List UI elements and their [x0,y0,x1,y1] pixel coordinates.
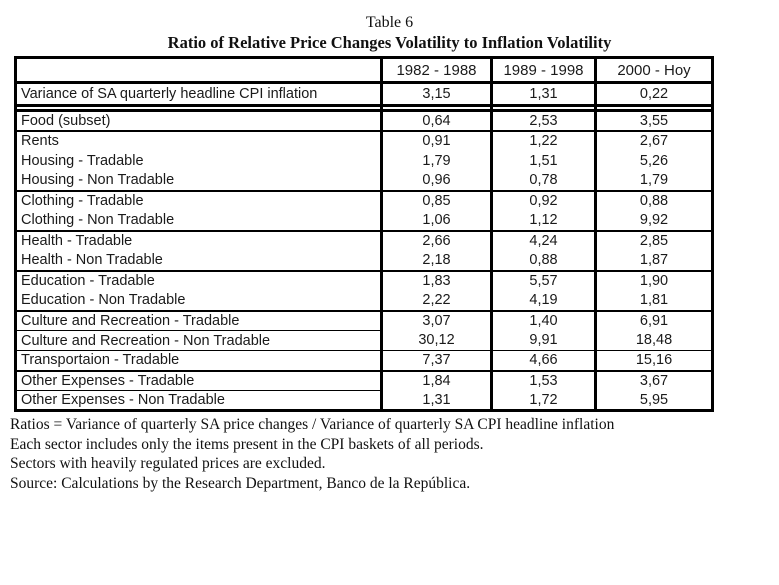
row-label: Education - Tradable [21,273,155,289]
cell-value: 1,90 [594,270,713,291]
cell-value: 15,16 [594,350,713,372]
row-label: Housing - Tradable [21,152,144,169]
cell-value: 3,55 [594,110,713,132]
table-row: Transportaion - Tradable 7,37 4,66 15,16 [15,350,713,372]
row-label: Health - Non Tradable [15,250,382,272]
row-label: Culture and Recreation - Non Tradable [15,330,382,351]
table-row: Health - Tradable 2,66 4,24 2,85 [16,230,713,251]
cell-value: 0,85 [380,190,492,211]
cell-value: 4,24 [490,230,596,251]
cell-value: 0,64 [380,110,492,132]
table-row: Education - Tradable 1,83 5,57 1,90 [16,270,713,291]
cell-value: 0,88 [490,250,596,272]
cell-value: 1,51 [490,150,596,171]
page-title: Ratio of Relative Price Changes Volatili… [167,33,612,52]
cell-value: 18,48 [594,330,713,351]
cell-value: 1,79 [380,150,492,171]
row-label: Transportaion - Tradable [15,350,382,372]
table-number: Table 6 [365,14,414,31]
table-row: Clothing - Non Tradable 1,06 1,12 9,92 [15,210,713,232]
row-label: Culture and Recreation - Tradable [15,310,382,331]
cell-value: 5,57 [490,270,596,291]
cell-value: 4,19 [490,290,596,312]
cell-value: 2,85 [594,230,713,251]
cell-value: 5,26 [594,150,713,171]
row-label: Clothing - Tradable [21,193,144,209]
table-caption: Table 6 Ratio of Relative Price Changes … [0,13,779,53]
cell-value: 1,81 [594,290,713,312]
row-label: Health - Tradable [21,233,133,249]
cell-value: 1,79 [594,170,713,192]
row-label: Variance of SA quarterly headline CPI in… [15,82,382,107]
cell-value: 0,91 [380,130,492,151]
cell-value: 3,07 [380,310,492,331]
table-row: Health - Non Tradable 2,18 0,88 1,87 [15,250,713,272]
cell-value: 1,40 [490,310,596,331]
cell-value: 7,37 [380,350,492,372]
cell-value: 2,18 [380,250,492,272]
row-label: Rents [21,133,59,149]
table-row: Culture and Recreation - Non Tradable 30… [15,330,713,351]
column-header-period3: 2000 - Hoy [594,57,713,84]
column-header-period1: 1982 - 1988 [380,57,492,84]
cell-value: 3,15 [380,82,492,107]
cell-value: 1,22 [490,130,596,151]
row-label: Food (subset) [15,110,382,132]
table-row: Clothing - Tradable 0,85 0,92 0,88 [16,190,713,211]
cell-value: 1,72 [490,390,596,411]
cell-value: 1,83 [380,270,492,291]
cell-value: 5,95 [594,390,713,411]
note-ratios-definition: Ratios = Variance of quarterly SA price … [10,416,615,433]
header-row: 1982 - 1988 1989 - 1998 2000 - Hoy [15,57,713,84]
table-notes: Ratios = Variance of quarterly SA price … [10,415,779,493]
cell-value: 2,22 [380,290,492,312]
double-rule-spacer [15,105,713,112]
row-label: Other Expenses - Non Tradable [21,392,225,408]
cell-value: 1,31 [380,390,492,411]
ratios-table: 1982 - 1988 1989 - 1998 2000 - Hoy Varia… [14,56,714,412]
cell-value: 6,91 [594,310,713,331]
cell-value: 2,53 [490,110,596,132]
note-regulated-prices: Sectors with heavily regulated prices ar… [10,455,326,472]
cell-value: 1,87 [594,250,713,272]
table-row: Other Expenses - Tradable 1,84 1,53 3,67 [15,370,713,391]
table-row: Other Expenses - Non Tradable 1,31 1,72 … [16,390,713,411]
table-row: Education - Non Tradable 2,22 4,19 1,81 [15,290,713,312]
note-source: Source: Calculations by the Research Dep… [10,474,471,492]
cell-value: 1,84 [380,370,492,391]
cell-value: 3,67 [594,370,713,391]
table-row-variance: Variance of SA quarterly headline CPI in… [15,82,713,107]
cell-value: 4,66 [490,350,596,372]
cell-value: 1,31 [490,82,596,107]
cell-value: 30,12 [380,330,492,351]
cell-value: 2,67 [594,130,713,151]
cell-value: 0,78 [490,170,596,192]
cell-value: 0,22 [594,82,713,107]
table-row: Rents 0,91 1,22 2,67 [16,130,713,151]
cell-value: 0,92 [490,190,596,211]
cell-value: 1,06 [380,210,492,232]
cell-value: 2,66 [380,230,492,251]
cell-value: 0,88 [594,190,713,211]
cell-value: 1,53 [490,370,596,391]
row-label: Other Expenses - Tradable [15,370,382,391]
note-sector-items: Each sector includes only the items pres… [10,435,484,453]
cell-value: 9,91 [490,330,596,351]
column-header-empty [15,57,382,84]
table-row: Housing - Tradable 1,79 1,51 5,26 [16,150,713,171]
table-row: Culture and Recreation - Tradable 3,07 1… [15,310,713,331]
table-row: Housing - Non Tradable 0,96 0,78 1,79 [15,170,713,192]
cell-value: 0,96 [380,170,492,192]
row-label: Housing - Non Tradable [15,170,382,192]
row-label: Clothing - Non Tradable [15,210,382,232]
cell-value: 9,92 [594,210,713,232]
column-header-period2: 1989 - 1998 [490,57,596,84]
row-label: Education - Non Tradable [15,290,382,312]
cell-value: 1,12 [490,210,596,232]
table-row: Food (subset) 0,64 2,53 3,55 [15,110,713,132]
